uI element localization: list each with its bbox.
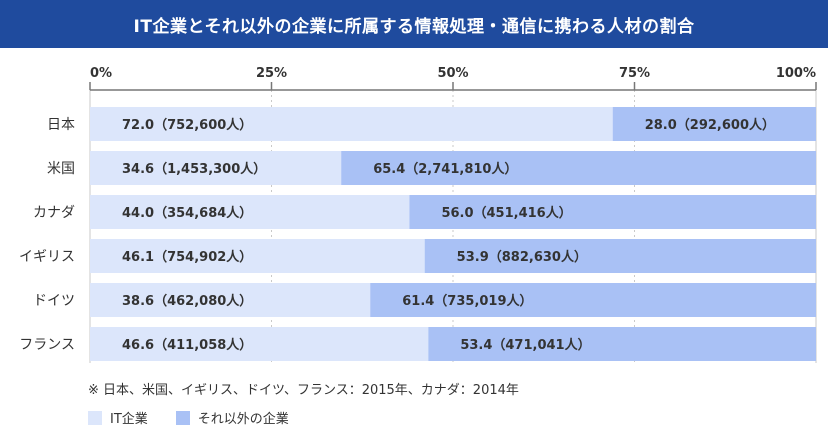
title-bar: IT企業とそれ以外の企業に所属する情報処理・通信に携わる人材の割合 [0,0,828,48]
data-label-other: 53.9（882,630人） [457,249,587,265]
data-label-other: 53.4（471,041人） [460,337,590,353]
data-label-it: 44.0（354,684人） [122,205,252,221]
category-label: フランス [19,337,75,353]
bar-it [90,195,410,229]
data-label-it: 72.0（752,600人） [122,117,252,133]
legend-item-it: IT企業 [88,408,148,427]
data-label-it: 34.6（1,453,300人） [122,161,266,177]
data-label-it: 46.1（754,902人） [122,249,252,265]
legend-swatch-other [175,410,190,425]
bar-other [409,195,816,229]
stacked-bar-chart: 0% 25% 50% 75% 100% 日本 72.0（752,600人） 28.0（292,… [19,66,817,363]
data-label-it: 46.6（411,058人） [122,337,252,353]
bar-it [90,283,371,317]
bar-other [424,239,816,273]
x-tick-label: 100% [776,66,816,81]
bar-other [370,283,816,317]
legend-swatch-it [88,410,102,425]
chart-footnote: ※ 日本、米国、イギリス、ドイツ、フランス：2015年、カナダ：2014年 [88,383,519,398]
bar-other [428,327,816,361]
data-label-other: 65.4（2,741,810人） [373,161,517,177]
data-label-other: 28.0（292,600人） [645,117,775,133]
category-label: カナダ [33,205,75,221]
bar-it [90,107,613,141]
category-label: 米国 [47,161,75,177]
bar-other [341,151,816,185]
chart-legend: IT企業 それ以外の企業 [88,408,307,427]
chart-title: IT企業とそれ以外の企業に所属する情報処理・通信に携わる人材の割合 [133,16,695,37]
data-label-other: 61.4（735,019人） [402,293,532,309]
x-tick-label: 75% [619,66,650,81]
category-label: ドイツ [33,293,75,309]
x-tick-label: 25% [256,66,287,81]
legend-label-other: それ以外の企業 [197,412,289,427]
category-label: 日本 [47,117,75,133]
x-tick-label: 0% [90,66,112,81]
x-tick-label: 50% [437,66,468,81]
bar-other [612,107,816,141]
bar-it [90,239,425,273]
data-label-other: 56.0（451,416人） [441,205,571,221]
legend-label-it: IT企業 [110,412,148,427]
category-label: イギリス [19,249,75,265]
bar-it [90,151,342,185]
bar-it [90,327,429,361]
data-label-it: 38.6（462,080人） [122,293,252,309]
legend-item-other: それ以外の企業 [175,408,289,427]
